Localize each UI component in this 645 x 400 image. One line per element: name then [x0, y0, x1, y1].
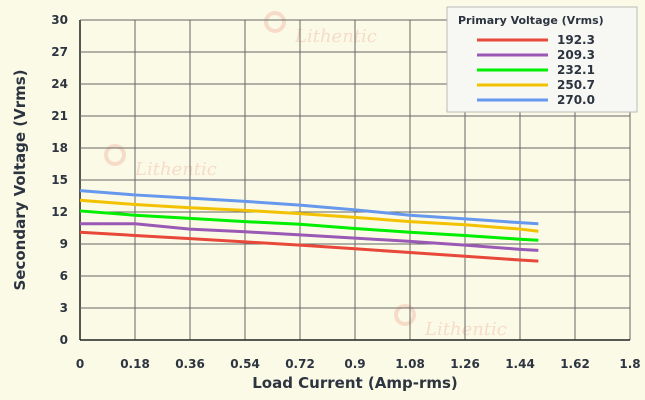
legend-title: Primary Voltage (Vrms) [458, 14, 604, 27]
x-tick-label: 1.26 [450, 357, 480, 371]
legend-label: 232.1 [557, 63, 595, 77]
x-tick-label: 1.08 [395, 357, 425, 371]
y-tick-label: 3 [60, 301, 68, 315]
y-tick-label: 12 [51, 205, 68, 219]
watermark-text: Lithentic [294, 26, 377, 47]
x-tick-label: 0.36 [175, 357, 205, 371]
series-line-270.0 [79, 189, 539, 226]
watermark-text: Lithentic [134, 159, 217, 180]
y-tick-label: 30 [51, 13, 68, 27]
y-ticks: 0 3 6 9 12 15 18 21 24 27 30 [51, 13, 68, 347]
y-tick-label: 24 [51, 77, 68, 91]
series-line-209.3 [80, 222, 539, 252]
x-tick-label: 1.8 [619, 357, 640, 371]
y-tick-label: 21 [51, 109, 68, 123]
x-tick-label: 0 [76, 357, 84, 371]
x-ticks: 0 0.18 0.36 0.54 0.72 0.9 1.08 1.26 1.44 1.62 1.8 [76, 357, 641, 371]
x-tick-label: 1.44 [505, 357, 535, 371]
x-tick-label: 0.54 [230, 357, 260, 371]
series-line-250.7 [79, 198, 539, 233]
x-tick-label: 1.62 [560, 357, 590, 371]
legend-label: 270.0 [557, 93, 595, 107]
x-tick-label: 0.18 [120, 357, 150, 371]
y-tick-label: 0 [60, 333, 68, 347]
legend-label: 192.3 [557, 33, 595, 47]
legend-label: 209.3 [557, 48, 595, 62]
series-lines [79, 189, 539, 263]
y-tick-label: 9 [60, 237, 68, 251]
y-tick-label: 15 [51, 173, 68, 187]
watermark-logo-icon [264, 11, 286, 33]
x-tick-label: 0.72 [285, 357, 315, 371]
watermark-logo-icon [104, 144, 126, 166]
x-axis-label: Load Current (Amp-rms) [252, 374, 458, 392]
series-line-232.1 [79, 209, 539, 242]
y-tick-label: 18 [51, 141, 68, 155]
legend: Primary Voltage (Vrms) 192.3209.3232.125… [446, 6, 638, 113]
x-tick-label: 0.9 [344, 357, 365, 371]
y-tick-label: 6 [60, 269, 68, 283]
y-axis-label: Secondary Voltage (Vrms) [11, 69, 29, 290]
series-line-192.3 [79, 230, 539, 263]
legend-label: 250.7 [557, 78, 595, 92]
legend-box [446, 6, 638, 113]
y-tick-label: 27 [51, 45, 68, 59]
watermark-logo-icon [394, 304, 416, 326]
